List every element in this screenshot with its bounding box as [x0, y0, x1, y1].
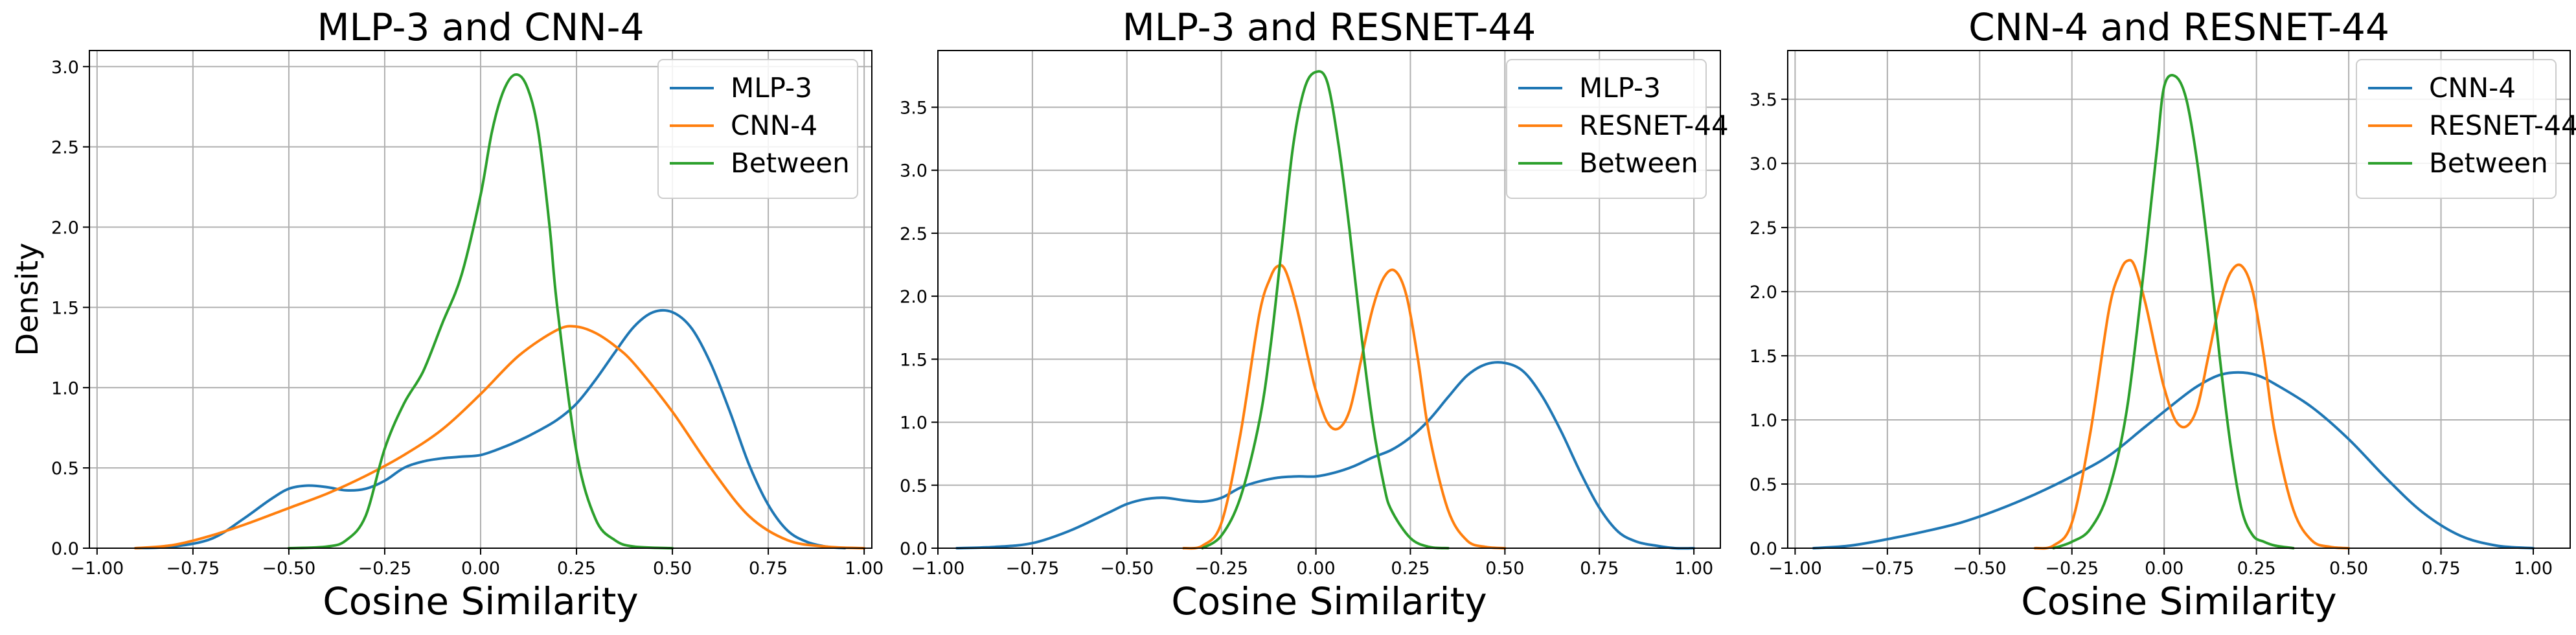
legend-entry: MLP-3 [1579, 72, 1661, 104]
chart-panel-3: −1.00 −0.75 −0.50 −0.25 0.00 0.25 0.50 0.75 1.00… [1750, 5, 2576, 623]
legend: CNN-4 RESNET-44 Between [2356, 59, 2576, 199]
chart-title: MLP-3 and CNN-4 [317, 5, 644, 49]
legend-entry: Between [2429, 147, 2548, 179]
y-tick-label: 2.0 [1750, 283, 1777, 303]
chart-panel-2: −1.00 −0.75 −0.50 −0.25 0.00 0.25 0.50 0.75 1.00… [900, 5, 1729, 623]
y-tick-label: 3.0 [900, 161, 928, 181]
y-tick-label: 1.5 [900, 350, 928, 370]
plot-frame [1787, 50, 2571, 549]
series-line-between [2052, 73, 2295, 549]
series-line-mlp-3 [955, 361, 1696, 550]
y-tick-label: 1.5 [1750, 347, 1777, 367]
legend: MLP-3 RESNET-44 Between [1506, 59, 1729, 199]
series-line-between [287, 73, 674, 549]
x-tick-label: −0.25 [1194, 559, 1248, 579]
chart-title: CNN-4 and RESNET-44 [1968, 5, 2389, 49]
series-line-resnet-44 [1182, 264, 1507, 550]
plot-frame [937, 50, 1721, 549]
x-axis-label: Cosine Similarity [323, 579, 638, 623]
x-tick-label: −0.50 [262, 559, 316, 579]
y-tick-label: 2.0 [51, 218, 79, 238]
x-tick-label: −1.00 [1768, 559, 1822, 579]
x-tick-label: 0.25 [1391, 559, 1430, 579]
legend-entry: CNN-4 [2429, 72, 2516, 104]
y-tick-label: 0.0 [1750, 539, 1777, 559]
series-line-cnn-4 [134, 325, 866, 549]
x-tick-label: −1.00 [70, 559, 124, 579]
x-tick-label: 0.50 [2329, 559, 2368, 579]
x-tick-label: 0.75 [749, 559, 788, 579]
x-tick-label: −0.75 [166, 559, 220, 579]
x-tick-label: 0.00 [1297, 559, 1336, 579]
x-axis-label: Cosine Similarity [2021, 579, 2336, 623]
x-tick-label: 0.00 [461, 559, 500, 579]
x-tick-label: −1.00 [911, 559, 965, 579]
y-tick-label: 1.0 [900, 413, 928, 433]
x-tick-label: −0.25 [358, 559, 412, 579]
x-tick-label: 0.50 [1485, 559, 1524, 579]
series-line-cnn-4 [1812, 371, 2535, 549]
series-line-resnet-44 [2033, 259, 2351, 550]
y-tick-label: 1.5 [51, 298, 79, 318]
chart-panel-1: −1.00 −0.75 −0.50 −0.25 0.00 0.25 0.50 0.75 1.00… [10, 5, 883, 623]
x-tick-label: 0.25 [2237, 559, 2276, 579]
x-tick-label: 1.00 [845, 559, 883, 579]
legend-entry: RESNET-44 [2429, 110, 2576, 141]
y-tick-label: 3.5 [1750, 90, 1777, 110]
x-tick-label: 0.75 [2422, 559, 2461, 579]
y-tick-label: 0.5 [1750, 475, 1777, 495]
x-tick-label: −0.50 [1953, 559, 2007, 579]
x-tick-label: 1.00 [2514, 559, 2553, 579]
y-tick-label: 0.0 [51, 539, 79, 559]
x-tick-label: 0.50 [653, 559, 692, 579]
y-tick-label: 0.5 [900, 476, 928, 496]
x-tick-label: 0.00 [2145, 559, 2183, 579]
y-tick-label: 0.0 [900, 539, 928, 559]
y-tick-label: 1.0 [1750, 411, 1777, 431]
legend: MLP-3 CNN-4 Between [657, 59, 858, 199]
legend-entry: Between [731, 147, 850, 179]
legend-entry: RESNET-44 [1579, 110, 1729, 141]
legend-entry: CNN-4 [731, 110, 817, 141]
y-axis-label: Density [10, 243, 45, 356]
x-tick-label: −0.50 [1100, 559, 1154, 579]
y-tick-label: 3.0 [51, 58, 79, 78]
y-tick-label: 0.5 [51, 459, 79, 479]
series-line-mlp-3 [134, 308, 847, 549]
x-axis-label: Cosine Similarity [1171, 579, 1487, 623]
y-tick-label: 2.5 [51, 138, 79, 158]
x-tick-label: 0.25 [557, 559, 596, 579]
y-tick-label: 2.5 [900, 224, 928, 244]
y-tick-label: 3.5 [900, 98, 928, 118]
y-tick-label: 3.0 [1750, 154, 1777, 174]
x-tick-label: −0.75 [1006, 559, 1060, 579]
y-tick-label: 1.0 [51, 378, 79, 398]
series-line-between [1201, 70, 1450, 549]
x-tick-label: 0.75 [1580, 559, 1619, 579]
legend-entry: MLP-3 [731, 72, 812, 104]
x-tick-label: 1.00 [1674, 559, 1713, 579]
x-tick-label: −0.25 [2045, 559, 2099, 579]
y-tick-label: 2.0 [900, 287, 928, 307]
chart-title: MLP-3 and RESNET-44 [1123, 5, 1536, 49]
y-tick-label: 2.5 [1750, 218, 1777, 238]
x-tick-label: −0.75 [1860, 559, 1914, 579]
legend-entry: Between [1579, 147, 1698, 179]
